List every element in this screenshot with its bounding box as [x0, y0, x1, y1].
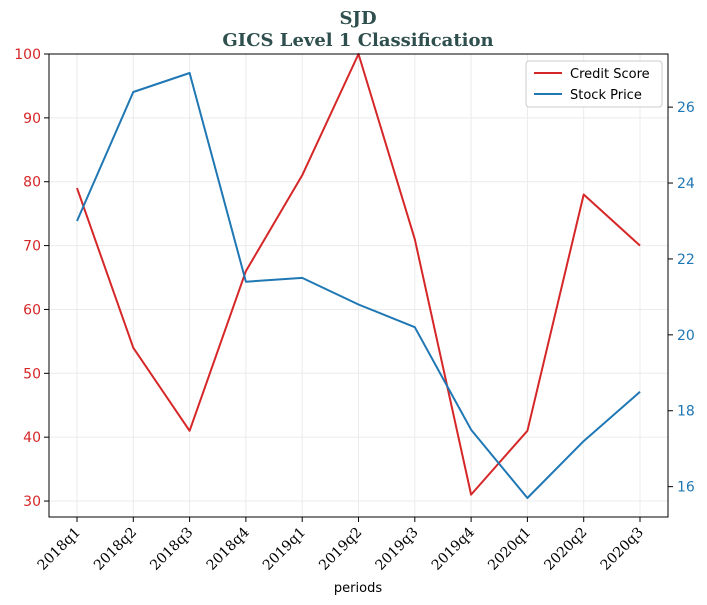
grid: [49, 53, 668, 517]
y-left-tick-label: 50: [23, 366, 41, 382]
ticks: 2018q1 2018q2 2018q3 2018q4 2019q1 2019q2 2019…: [14, 47, 695, 574]
x-tick-label: 2019q1: [260, 525, 309, 574]
y-left-tick-label: 60: [23, 302, 41, 318]
x-tick-label: 2019q4: [429, 524, 478, 573]
x-tick-label: 2018q4: [204, 524, 253, 573]
x-tick-label: 2019q3: [372, 525, 421, 574]
y-right-tick-label: 22: [677, 252, 695, 268]
x-tick-label: 2018q1: [35, 525, 84, 574]
x-tick-label: 2020q3: [598, 525, 647, 574]
x-tick-label: 2020q2: [541, 525, 590, 574]
y-left-tick-label: 30: [23, 494, 41, 510]
x-tick-label: 2020q1: [485, 525, 534, 574]
y-left-tick-label: 40: [23, 430, 41, 446]
y-right-tick-label: 16: [677, 480, 695, 496]
legend: Credit Score Stock Price: [525, 60, 663, 108]
chart-title: SJD: [339, 8, 376, 29]
series-line-stock-price: [76, 72, 641, 499]
legend-label-credit-score: Credit Score: [570, 67, 650, 82]
legend-label-stock-price: Stock Price: [570, 88, 642, 103]
y-left-tick-label: 100: [14, 47, 41, 63]
y-right-tick-label: 24: [677, 176, 695, 192]
y-right-tick-label: 18: [677, 404, 695, 420]
x-axis-label: periods: [334, 581, 382, 596]
y-left-tick-label: 90: [23, 111, 41, 127]
chart-subtitle: GICS Level 1 Classification: [222, 30, 493, 51]
y-right-tick-label: 26: [677, 100, 695, 116]
y-right-tick-label: 20: [677, 328, 695, 344]
x-tick-label: 2018q3: [147, 525, 196, 574]
x-tick-label: 2018q2: [91, 525, 140, 574]
x-tick-label: 2019q2: [316, 525, 365, 574]
y-left-tick-label: 70: [23, 239, 41, 255]
y-left-tick-label: 80: [23, 175, 41, 191]
